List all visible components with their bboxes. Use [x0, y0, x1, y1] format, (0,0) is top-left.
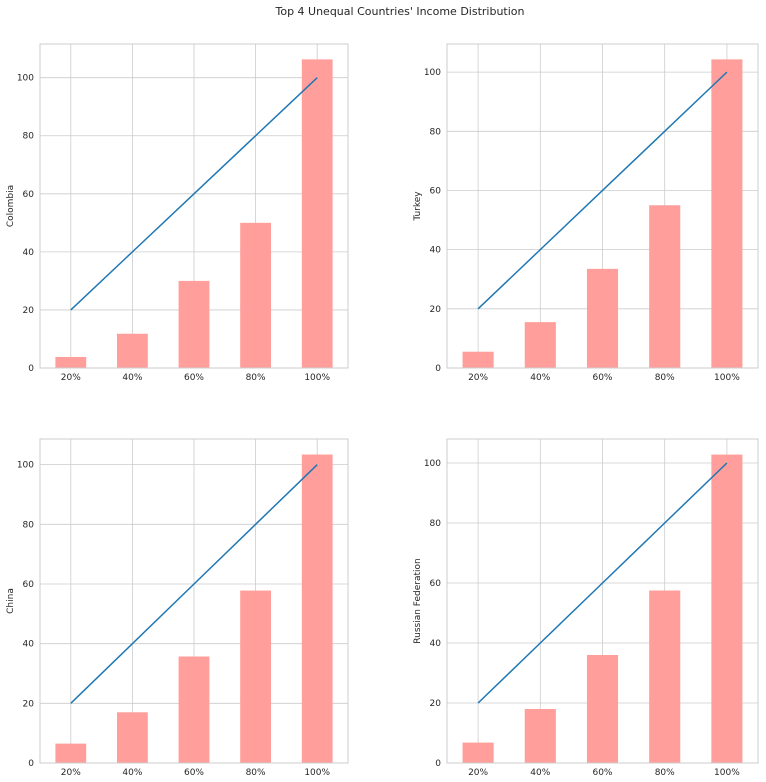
bar-40pct — [117, 712, 148, 763]
chart-panel-3: 0 20 40 60 80 100 20% 40% 60% 80% 100% China — [6, 438, 349, 778]
bar-80pct — [649, 205, 681, 368]
y-tick-label: 100 — [17, 74, 34, 84]
x-tick-label: 100% — [304, 373, 330, 383]
bar-20pct — [462, 742, 494, 763]
x-tick-label: 60% — [592, 373, 612, 383]
x-tick-label: 80% — [246, 373, 266, 383]
y-tick-label: 20 — [23, 306, 35, 316]
x-tick-label: 40% — [530, 373, 550, 383]
x-tick-label: 80% — [655, 373, 675, 383]
y-tick-label: 100 — [17, 461, 34, 471]
figure-title: Top 4 Unequal Countries' Income Distribu… — [274, 5, 524, 18]
axes-frame — [446, 438, 759, 764]
y-tick-label: 20 — [430, 305, 442, 315]
bar-100pct — [301, 454, 333, 763]
y-tick-label: 0 — [28, 364, 34, 374]
y-tick-label: 0 — [28, 759, 34, 769]
y-tick-label: 40 — [23, 640, 35, 650]
bar-20pct — [55, 743, 87, 763]
x-tick-label: 100% — [304, 768, 330, 778]
x-tick-label: 40% — [122, 768, 142, 778]
bar-60pct — [586, 655, 619, 763]
x-tick-label: 40% — [530, 768, 550, 778]
y-tick-label: 80 — [430, 127, 442, 137]
bar-40pct — [524, 709, 556, 763]
x-tick-label: 40% — [122, 373, 142, 383]
bar-80pct — [240, 222, 271, 368]
bar-60pct — [586, 268, 619, 368]
x-tick-label: 80% — [655, 768, 675, 778]
y-tick-label: 40 — [430, 246, 442, 256]
y-axis-label: Colombia — [6, 185, 16, 227]
y-tick-label: 100 — [424, 459, 441, 469]
x-tick-label: 20% — [61, 768, 81, 778]
bar-80pct — [240, 590, 271, 763]
x-tick-label: 60% — [184, 768, 204, 778]
y-tick-label: 40 — [430, 639, 442, 649]
y-axis-label: Russian Federation — [413, 558, 423, 643]
y-tick-label: 60 — [23, 190, 35, 200]
x-tick-label: 20% — [468, 373, 488, 383]
y-tick-label: 60 — [430, 186, 442, 196]
x-tick-label: 100% — [714, 373, 740, 383]
y-tick-label: 20 — [23, 699, 35, 709]
y-tick-label: 80 — [23, 520, 35, 530]
y-tick-label: 60 — [430, 579, 442, 589]
x-tick-label: 100% — [714, 768, 740, 778]
bar-100pct — [301, 59, 333, 369]
x-tick-label: 60% — [184, 373, 204, 383]
y-tick-label: 40 — [23, 248, 35, 258]
y-tick-label: 100 — [424, 68, 441, 78]
subplots: 0 20 40 60 80 100 20% 40% 60% 80% 100% Colombia 0 20 4… — [6, 43, 759, 778]
x-tick-label: 20% — [61, 373, 81, 383]
axes-frame — [39, 43, 349, 369]
equality-line — [477, 71, 728, 310]
axes-frame — [446, 43, 759, 369]
y-axis-label: China — [6, 588, 16, 614]
bar-100pct — [711, 59, 743, 369]
x-tick-label: 80% — [246, 768, 266, 778]
x-tick-label: 60% — [592, 768, 612, 778]
bar-40pct — [524, 322, 556, 368]
bar-60pct — [178, 280, 210, 368]
chart-panel-2: 0 20 40 60 80 100 20% 40% 60% 80% 100% Turkey — [413, 43, 759, 383]
bar-40pct — [117, 333, 148, 368]
y-tick-label: 0 — [435, 759, 441, 769]
y-tick-label: 20 — [430, 699, 442, 709]
bar-20pct — [462, 351, 494, 368]
equality-line — [477, 462, 728, 704]
chart-panel-1: 0 20 40 60 80 100 20% 40% 60% 80% 100% Colombia — [6, 43, 349, 383]
y-tick-label: 80 — [23, 132, 35, 142]
bar-60pct — [178, 656, 210, 763]
y-tick-label: 80 — [430, 519, 442, 529]
chart-panel-4: 0 20 40 60 80 100 20% 40% 60% 80% 100% Russian Fede… — [413, 438, 759, 778]
y-tick-label: 60 — [23, 580, 35, 590]
equality-line — [70, 464, 318, 704]
equality-line — [70, 77, 318, 311]
x-tick-label: 20% — [468, 768, 488, 778]
y-axis-label: Turkey — [413, 191, 423, 222]
y-tick-label: 0 — [435, 364, 441, 374]
axes-frame — [39, 438, 349, 764]
bar-100pct — [711, 454, 743, 763]
bar-80pct — [649, 590, 681, 763]
bar-20pct — [55, 356, 87, 368]
